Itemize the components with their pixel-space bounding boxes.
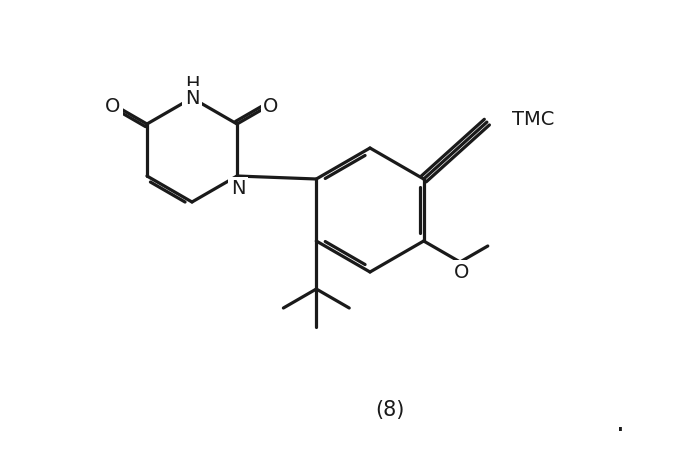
Text: .: .	[615, 409, 624, 437]
Text: N: N	[231, 180, 245, 198]
Text: H: H	[185, 75, 200, 95]
Text: TMC: TMC	[512, 110, 554, 129]
Text: O: O	[105, 97, 120, 117]
Text: N: N	[185, 88, 200, 108]
Text: O: O	[454, 263, 469, 281]
Text: (8): (8)	[375, 400, 405, 420]
Text: O: O	[263, 97, 279, 117]
